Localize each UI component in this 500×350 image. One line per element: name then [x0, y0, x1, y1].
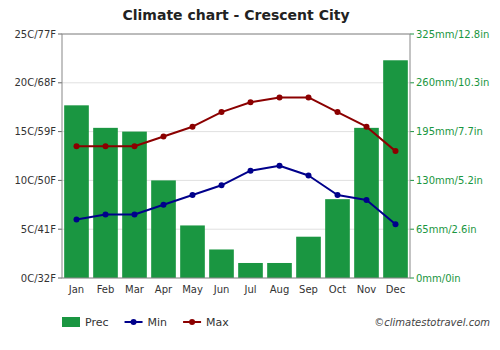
bar [93, 128, 118, 278]
bar [209, 249, 234, 278]
line [77, 166, 396, 225]
legend-swatch [62, 317, 80, 327]
x-tick-label: Apr [155, 284, 173, 295]
bar [180, 225, 205, 278]
bar [64, 105, 89, 278]
y2-tick-label: 195mm/7.7in [416, 126, 483, 137]
y-tick-label: 5C/41F [21, 224, 56, 235]
point [277, 163, 283, 169]
y2-tick [410, 278, 414, 279]
annotation: ©climatestotravel.com [374, 317, 490, 328]
y-tick [58, 34, 62, 35]
point [335, 109, 341, 115]
y-tick-label: 0C/32F [21, 273, 56, 284]
line [77, 97, 396, 151]
legend-swatch [131, 319, 137, 325]
point [103, 212, 109, 218]
legend: Prec Min Max [62, 316, 229, 329]
point [219, 182, 225, 188]
bar [325, 199, 350, 278]
legend-label: Max [206, 316, 229, 329]
legend-label: Min [148, 316, 168, 329]
y2-tick [410, 180, 414, 181]
point [248, 168, 254, 174]
bar [267, 263, 292, 278]
y2-tick-label: 0mm/0in [416, 273, 461, 284]
y-tick-label: 25C/77F [14, 29, 56, 40]
x-tick-label: Jan [68, 284, 84, 295]
grid-line [62, 82, 410, 83]
y2-tick [410, 229, 414, 230]
point [103, 143, 109, 149]
point [190, 192, 196, 198]
y-tick [58, 131, 62, 132]
y-tick-label: 15C/59F [14, 126, 56, 137]
legend-label: Prec [85, 316, 109, 329]
x-tick-label: Feb [97, 284, 115, 295]
y-tick [58, 229, 62, 230]
point [277, 94, 283, 100]
bar [296, 237, 321, 278]
bar [354, 128, 379, 278]
point [132, 212, 138, 218]
point [161, 133, 167, 139]
point [248, 99, 254, 105]
y2-tick-label: 130mm/5.2in [416, 175, 483, 186]
point [393, 221, 399, 227]
bar [383, 60, 408, 278]
y-tick [58, 180, 62, 181]
point [190, 124, 196, 130]
point [132, 143, 138, 149]
plot-frame [62, 34, 410, 278]
bar [122, 132, 147, 278]
x-tick-label: Sep [299, 284, 318, 295]
title: Climate chart - Crescent City [122, 7, 349, 23]
y2-tick [410, 131, 414, 132]
point [335, 192, 341, 198]
y2-tick-label: 65mm/2.6in [416, 224, 477, 235]
axes: 0C/32F 5C/41F 10C/50F 15C/59F 20C/68F 25C/77F… [14, 29, 489, 284]
point [306, 173, 312, 179]
chart: Climate chart - Crescent City 0C/32F 5C/41… [0, 0, 500, 350]
x-tick-label: Oct [329, 284, 346, 295]
x-tick-label: Mar [125, 284, 145, 295]
x-tick-label: May [182, 284, 203, 295]
y2-tick [410, 34, 414, 35]
x-tick-label: Jun [213, 284, 230, 295]
point [393, 148, 399, 154]
y-tick-label: 10C/50F [14, 175, 56, 186]
point [74, 143, 80, 149]
x-tick-label: Aug [270, 284, 290, 295]
y-tick [58, 82, 62, 83]
bar [151, 180, 176, 278]
x-tick-label: Jul [243, 284, 256, 295]
point [74, 216, 80, 222]
x-tick-label: Nov [357, 284, 377, 295]
y-tick-label: 20C/68F [14, 77, 56, 88]
x-tick-label: Dec [386, 284, 405, 295]
y2-tick-label: 325mm/12.8in [416, 29, 489, 40]
y2-tick-label: 260mm/10.3in [416, 77, 489, 88]
point [364, 124, 370, 130]
point [306, 94, 312, 100]
y-tick [58, 278, 62, 279]
point [364, 197, 370, 203]
legend-swatch [189, 319, 195, 325]
point [161, 202, 167, 208]
bar [238, 263, 263, 278]
y2-tick [410, 82, 414, 83]
plot-area [64, 60, 408, 278]
point [219, 109, 225, 115]
